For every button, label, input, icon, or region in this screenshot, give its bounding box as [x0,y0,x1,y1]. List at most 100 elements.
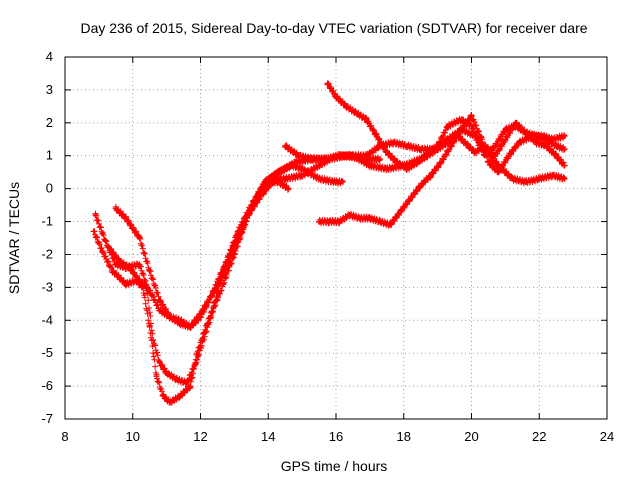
data-point [465,142,472,149]
x-tick-label: 16 [329,429,343,444]
data-point [366,162,373,169]
data-point [561,146,568,153]
data-point [458,116,465,123]
data-point [397,208,404,215]
x-axis-label: GPS time / hours [281,458,388,474]
y-tick-label: 2 [46,115,53,130]
data-point [383,165,390,172]
data-point [404,142,411,149]
data-point [299,165,306,172]
data-point [363,152,370,159]
data-point [356,215,363,222]
data-point [417,182,424,189]
data-point [353,109,360,116]
x-tick-label: 22 [532,429,546,444]
data-point [316,162,323,169]
data-point [543,142,550,149]
data-point [207,313,214,320]
data-point [349,152,356,159]
data-point [417,146,424,153]
data-point [339,179,346,186]
data-point [468,123,475,130]
data-point [512,119,519,126]
data-point [106,244,113,251]
data-point [116,258,123,265]
data-point [532,139,539,146]
data-point [167,399,174,406]
data-point [505,152,512,159]
data-point [156,297,163,304]
data-point [167,313,174,320]
data-point [197,310,204,317]
data-point [387,221,394,228]
data-point [492,152,499,159]
y-tick-label: -7 [41,411,53,426]
y-tick-label: 4 [46,49,53,64]
data-point [234,238,241,245]
data-point [427,172,434,179]
data-point [549,172,556,179]
data-point [109,267,116,274]
data-point [316,175,323,182]
data-point [112,205,119,212]
data-point [539,132,546,139]
y-tick-label: -5 [41,345,53,360]
data-point [448,142,455,149]
y-axis: -7 -6 -5 -4 -3 -2 -1 0 1 2 3 4 [41,49,607,426]
data-point [146,287,153,294]
data-point [363,116,370,123]
data-point [136,261,143,268]
data-point [536,175,543,182]
data-point [324,80,331,87]
data-point [248,205,255,212]
data-point [207,294,214,301]
data-point [522,179,529,186]
data-point [102,238,109,245]
data-point [529,132,536,139]
data-point [373,132,380,139]
data-point [90,228,97,235]
data-point [156,307,163,314]
data-point [492,142,499,149]
data-point [407,195,414,202]
data-point [471,149,478,156]
x-tick-label: 14 [261,429,275,444]
data-point [126,264,133,271]
data-point [502,136,509,143]
data-point [292,159,299,166]
data-point [150,337,157,344]
data-points [90,80,568,406]
data-point [177,317,184,324]
data-point [122,281,129,288]
data-point [377,156,384,163]
y-tick-label: 0 [46,181,53,196]
x-tick-label: 20 [464,429,478,444]
data-point [468,113,475,120]
data-point [173,376,180,383]
data-point [478,136,485,143]
data-point [153,373,160,380]
y-tick-label: 3 [46,82,53,97]
data-point [99,248,106,255]
y-tick-label: -1 [41,214,53,229]
data-point [383,149,390,156]
data-point [187,383,194,390]
y-tick-label: -6 [41,378,53,393]
data-point [561,132,568,139]
data-point [434,146,441,153]
data-point [146,323,153,330]
x-axis: 8 10 12 14 16 18 20 22 24 [61,57,614,444]
data-point [160,392,167,399]
y-tick-label: -4 [41,312,53,327]
x-tick-label: 10 [126,429,140,444]
data-point [336,152,343,159]
data-point [404,165,411,172]
y-tick-label: 1 [46,148,53,163]
data-point [424,152,431,159]
data-point [377,218,384,225]
data-point [502,126,509,133]
data-point [343,103,350,110]
grid [65,57,607,419]
data-point [187,323,194,330]
